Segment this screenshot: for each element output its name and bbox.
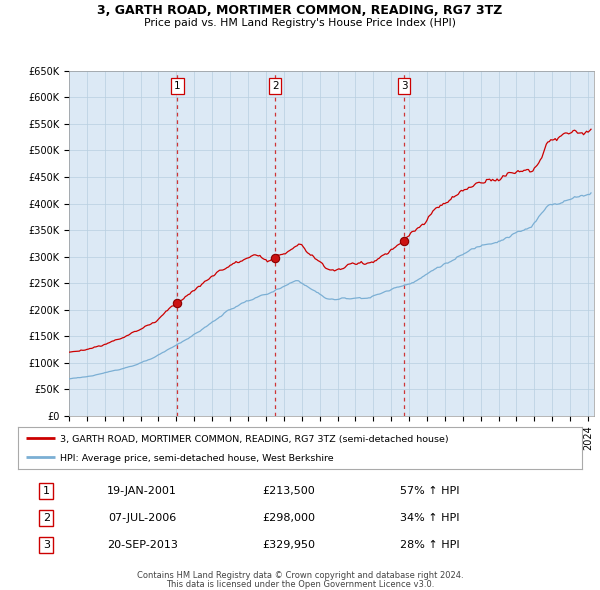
Text: 3, GARTH ROAD, MORTIMER COMMON, READING, RG7 3TZ: 3, GARTH ROAD, MORTIMER COMMON, READING,… [97, 4, 503, 17]
Text: 2: 2 [43, 513, 50, 523]
Text: This data is licensed under the Open Government Licence v3.0.: This data is licensed under the Open Gov… [166, 580, 434, 589]
Text: 3, GARTH ROAD, MORTIMER COMMON, READING, RG7 3TZ (semi-detached house): 3, GARTH ROAD, MORTIMER COMMON, READING,… [60, 435, 449, 444]
Text: £213,500: £213,500 [262, 486, 315, 496]
Text: Contains HM Land Registry data © Crown copyright and database right 2024.: Contains HM Land Registry data © Crown c… [137, 571, 463, 579]
Text: 1: 1 [43, 486, 50, 496]
Text: 28% ↑ HPI: 28% ↑ HPI [400, 540, 460, 550]
Text: 57% ↑ HPI: 57% ↑ HPI [400, 486, 460, 496]
Text: £298,000: £298,000 [262, 513, 315, 523]
Text: 19-JAN-2001: 19-JAN-2001 [107, 486, 177, 496]
Text: 07-JUL-2006: 07-JUL-2006 [108, 513, 176, 523]
Text: 3: 3 [401, 81, 407, 91]
Text: 34% ↑ HPI: 34% ↑ HPI [400, 513, 460, 523]
Text: 1: 1 [174, 81, 181, 91]
Text: 3: 3 [43, 540, 50, 550]
Text: 2: 2 [272, 81, 278, 91]
Text: 20-SEP-2013: 20-SEP-2013 [107, 540, 178, 550]
Text: Price paid vs. HM Land Registry's House Price Index (HPI): Price paid vs. HM Land Registry's House … [144, 18, 456, 28]
Text: £329,950: £329,950 [262, 540, 315, 550]
Text: HPI: Average price, semi-detached house, West Berkshire: HPI: Average price, semi-detached house,… [60, 454, 334, 463]
